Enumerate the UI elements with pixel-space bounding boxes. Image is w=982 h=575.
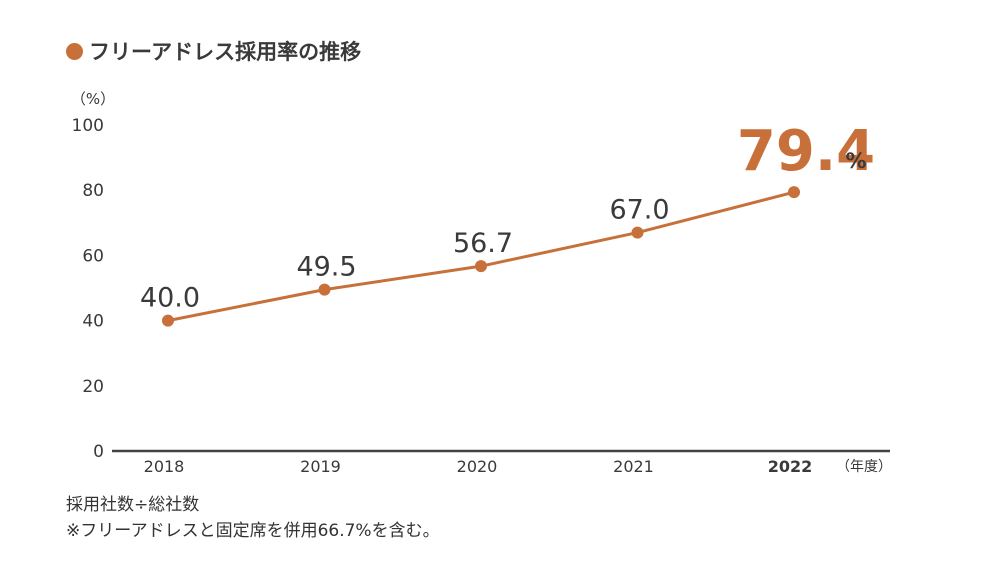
- y-tick-label-40: 40: [82, 312, 104, 332]
- footnote-remark: ※フリーアドレスと固定席を併用66.7%を含む。: [66, 521, 440, 541]
- y-axis-unit-label: （%）: [71, 90, 115, 108]
- y-tick-label-80: 80: [82, 181, 104, 201]
- y-tick-label-20: 20: [82, 377, 104, 397]
- x-axis-unit-label: （年度）: [836, 459, 892, 475]
- data-label-2022: 79.4: [737, 119, 875, 184]
- data-point-2019: [318, 283, 331, 296]
- y-tick-label-0: 0: [93, 442, 104, 462]
- data-label-2019: 49.5: [296, 252, 356, 283]
- x-tick-label-2021: 2021: [613, 457, 654, 476]
- data-point-2021: [631, 226, 644, 239]
- title-bullet-icon: [66, 42, 83, 60]
- x-tick-label-2018: 2018: [144, 457, 185, 476]
- footnote-formula: 採用社数÷総社数: [66, 495, 200, 515]
- data-point-2018: [162, 314, 174, 327]
- data-label-2018: 40.0: [140, 283, 200, 314]
- footnotes: 採用社数÷総社数 ※フリーアドレスと固定席を併用66.7%を含む。: [66, 492, 440, 544]
- y-tick-label-100: 100: [72, 116, 104, 136]
- data-label-2021: 67.0: [609, 195, 669, 226]
- data-label-2020: 56.7: [453, 228, 513, 259]
- x-tick-label-2022: 2022: [768, 457, 813, 476]
- highlight-percent-unit: %: [845, 149, 866, 173]
- data-point-2022: [788, 186, 800, 199]
- chart-title-text: フリーアドレス採用率の推移: [89, 40, 362, 64]
- x-tick-label-2020: 2020: [457, 457, 498, 476]
- data-point-2020: [475, 260, 487, 273]
- y-tick-label-60: 60: [82, 246, 104, 266]
- x-tick-label-2019: 2019: [300, 457, 341, 476]
- chart-title: フリーアドレス採用率の推移: [66, 36, 361, 66]
